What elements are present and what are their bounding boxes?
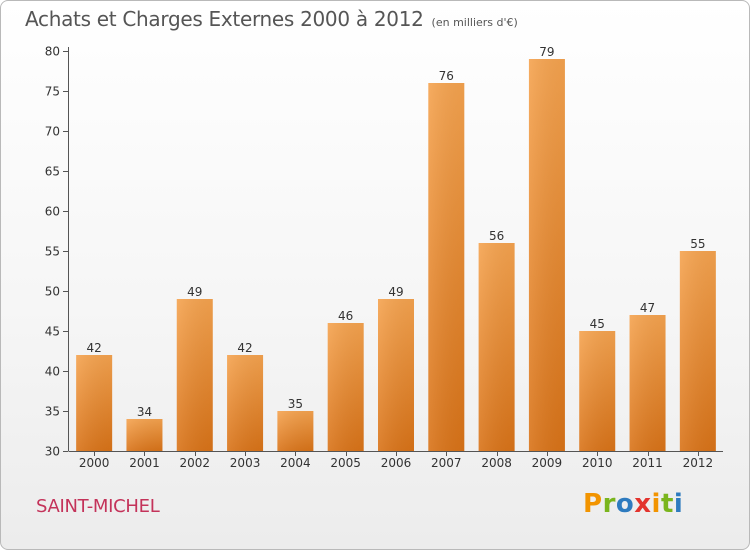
x-tick-label: 2002 [179,456,210,470]
bar-shade [679,251,716,451]
y-tick-label: 75 [45,85,60,99]
bar-shade [428,83,465,451]
logo-letter: o [615,489,635,519]
y-tick-label: 60 [45,205,60,219]
x-tick-label: 2004 [280,456,311,470]
bar-shade [478,243,515,451]
y-tick-label: 80 [45,45,60,59]
logo-letter: i [651,489,661,519]
chart-title-text: Achats et Charges Externes 2000 à 2012 [25,7,424,31]
chart-subtitle: (en milliers d'€) [431,16,518,29]
bar-value-label: 49 [187,285,202,299]
y-tick-label: 70 [45,125,60,139]
bar-value-label: 56 [489,229,504,243]
logo-letter: r [602,489,616,519]
chart-axes: 30 35 40 45 50 55 60 65 70 75 80 [45,45,723,459]
x-tick-label: 2000 [79,456,110,470]
x-tick-label: 2010 [582,456,613,470]
bar-shade [227,355,264,451]
logo-letter: P [583,489,603,519]
bar-value-label: 35 [288,397,303,411]
proxiti-logo[interactable]: Proxiti [583,489,683,519]
y-tick-label: 35 [45,405,60,419]
x-tick-label: 2011 [632,456,663,470]
bar-value-label: 55 [690,237,705,251]
x-tick-label: 2007 [431,456,462,470]
bar-shade [176,299,213,451]
x-tick-label: 2003 [230,456,261,470]
bar-value-label: 49 [388,285,403,299]
y-tick-label: 65 [45,165,60,179]
bar-value-label: 42 [87,341,102,355]
bar-value-label: 34 [137,405,152,419]
x-tick-label: 2009 [532,456,563,470]
y-tick-label: 55 [45,245,60,259]
bar-shade [528,59,565,451]
x-tick-label: 2012 [683,456,714,470]
bar-shade [579,331,616,451]
y-tick-label: 40 [45,365,60,379]
chart-labels: 42 2000 34 2001 49 2002 42 2003 35 2004 46 2005 49 20… [79,45,713,470]
logo-letter: i [673,489,684,519]
bar-value-label: 76 [439,69,454,83]
chart-bars [76,59,716,451]
bar-value-label: 45 [590,317,605,331]
logo-letter: x [634,489,652,519]
x-tick-label: 2008 [481,456,512,470]
chart-title: Achats et Charges Externes 2000 à 2012 (e… [25,7,518,31]
bar-shade [126,419,163,451]
bar-shade [629,315,666,451]
bar-value-label: 47 [640,301,655,315]
bar-value-label: 46 [338,309,353,323]
bar-shade [277,411,314,451]
bar-value-label: 42 [237,341,252,355]
bar-shade [76,355,113,451]
y-tick-label: 30 [45,445,60,459]
logo-letter: t [660,489,674,519]
bar-shade [378,299,414,451]
x-tick-label: 2005 [330,456,361,470]
commune-name: SAINT-MICHEL [36,496,160,517]
y-tick-label: 50 [45,285,60,299]
bar-value-label: 79 [539,45,554,59]
x-tick-label: 2001 [129,456,160,470]
bar-shade [327,323,364,451]
x-tick-label: 2006 [381,456,412,470]
y-tick-label: 45 [45,325,60,339]
